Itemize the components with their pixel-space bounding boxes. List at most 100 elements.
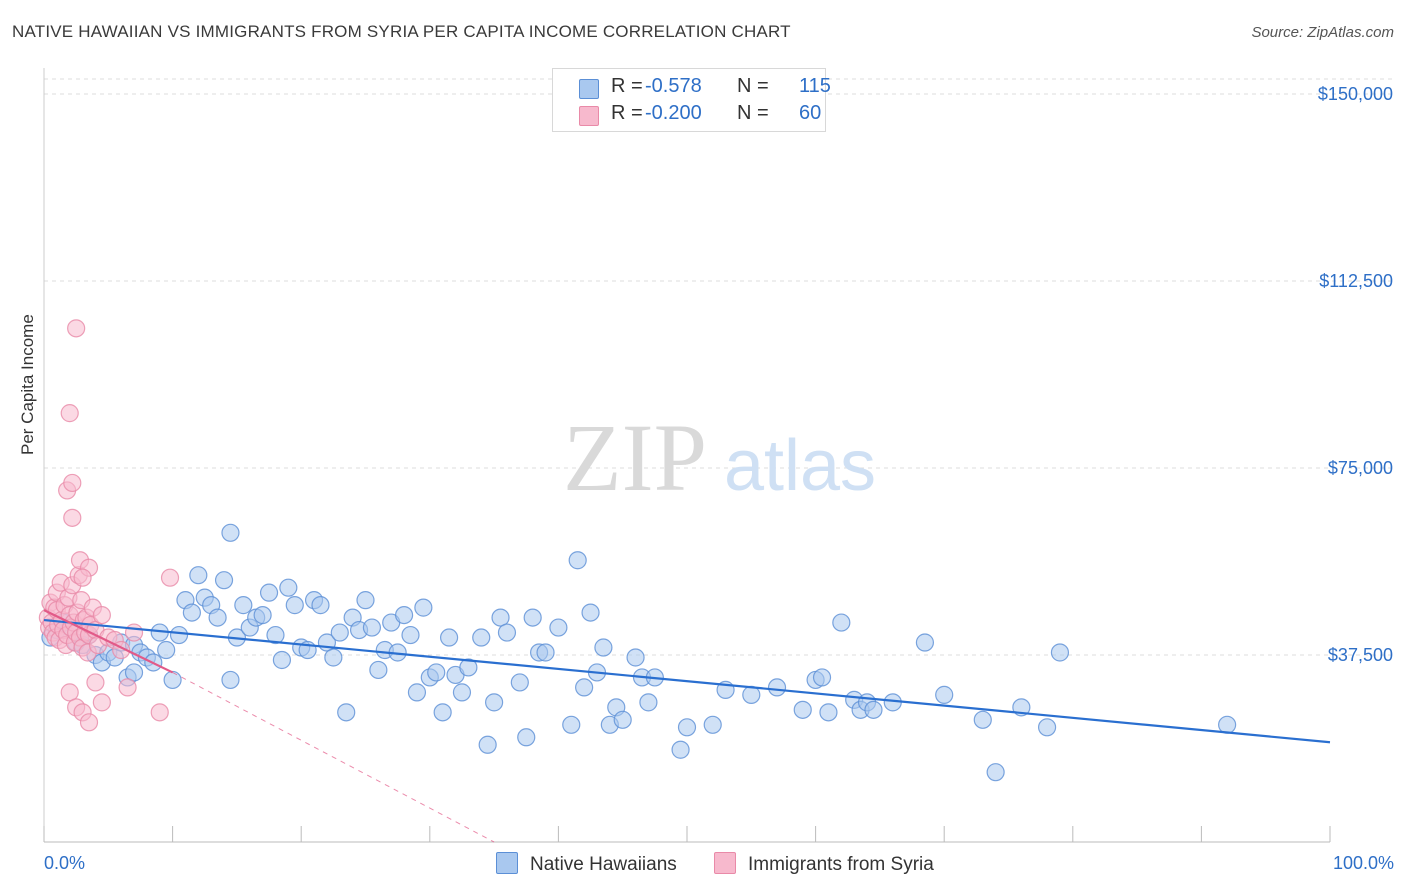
legend-r-label: R =	[611, 75, 643, 97]
data-point	[581, 603, 600, 622]
data-point	[452, 683, 472, 702]
data-point	[767, 678, 787, 697]
data-point	[536, 643, 555, 662]
legend-n-value: 60	[799, 102, 822, 124]
data-point	[472, 628, 491, 647]
data-point	[285, 596, 304, 615]
data-point	[124, 623, 144, 642]
trend-lines	[43, 609, 1331, 843]
data-point	[793, 700, 812, 719]
data-point	[459, 658, 478, 677]
data-point	[832, 613, 851, 632]
data-point	[311, 596, 330, 615]
data-point	[60, 683, 79, 702]
data-point	[562, 715, 581, 734]
data-point	[182, 603, 201, 622]
data-point	[1037, 718, 1057, 737]
data-point	[279, 578, 298, 597]
data-point	[79, 713, 99, 732]
data-point	[73, 568, 92, 587]
y-tick-label: $112,500	[1319, 271, 1393, 291]
data-point	[208, 608, 227, 627]
data-point	[266, 625, 285, 645]
data-point	[575, 678, 594, 697]
data-point	[221, 670, 240, 690]
axes	[43, 68, 1331, 843]
data-point	[973, 710, 992, 729]
data-point	[169, 625, 189, 645]
legend-r-value: -0.578	[645, 75, 702, 97]
bottom-legend-label: Immigrants from Syria	[748, 854, 934, 875]
legend-n-label: N =	[737, 102, 769, 124]
data-point	[189, 566, 208, 585]
data-point	[356, 591, 375, 610]
data-point	[439, 628, 459, 647]
data-point	[1050, 643, 1070, 662]
data-point	[118, 678, 137, 697]
data-point	[568, 551, 587, 570]
trend-line-syria-extension	[172, 672, 495, 843]
source-label: Source: ZipAtlas.com	[1251, 24, 1394, 41]
y-tick-label: $37,500	[1328, 645, 1393, 665]
data-point	[163, 670, 182, 690]
y-tick-label: $75,000	[1328, 458, 1393, 478]
data-point	[407, 683, 427, 702]
data-point	[671, 740, 690, 759]
data-point	[703, 715, 722, 734]
data-point	[157, 640, 176, 660]
watermark-atlas: atlas	[724, 426, 876, 506]
bottom-legend-label: Native Hawaiians	[530, 854, 677, 875]
data-point	[124, 663, 144, 682]
legend-r-value: -0.200	[645, 102, 702, 124]
data-point	[253, 605, 272, 625]
legend-n-value: 115	[799, 75, 831, 97]
data-point	[414, 598, 433, 617]
data-point	[478, 735, 497, 754]
bottom-legend-swatch-blue	[496, 852, 518, 874]
data-point	[626, 648, 645, 667]
data-point	[915, 633, 935, 652]
data-point	[523, 608, 542, 627]
data-point	[427, 663, 446, 682]
data-point	[337, 703, 356, 722]
data-point	[864, 700, 883, 719]
bottom-legend-native-hawaiians: Native Hawaiians	[496, 852, 677, 876]
data-point	[594, 638, 613, 657]
trend-line-immigrants-from-syria	[43, 609, 174, 674]
data-point	[485, 693, 504, 712]
y-tick-labels: $37,500 $75,000 $112,500 $150,000	[1318, 84, 1393, 665]
data-point	[497, 623, 517, 642]
x-tick-label-right: 100.0%	[1333, 853, 1394, 873]
data-point	[401, 625, 420, 645]
data-point	[549, 618, 568, 637]
data-point	[63, 508, 82, 527]
data-point	[369, 660, 388, 680]
data-point	[812, 668, 832, 687]
data-point	[63, 473, 82, 493]
data-point	[67, 319, 86, 338]
y-tick-label: $150,000	[1318, 84, 1393, 104]
legend-n-label: N =	[737, 75, 769, 97]
watermark: ZIP atlas	[563, 404, 876, 511]
trend-line-native-hawaiians	[43, 618, 1331, 744]
data-point	[86, 673, 105, 692]
data-point	[221, 523, 240, 542]
data-point	[986, 763, 1005, 782]
watermark-zip: ZIP	[563, 404, 707, 511]
data-point	[60, 404, 79, 423]
data-point	[92, 693, 111, 712]
data-point	[394, 605, 414, 625]
bottom-legend-swatch-pink	[714, 852, 736, 874]
data-point	[1218, 715, 1237, 734]
data-point	[272, 650, 292, 670]
data-point	[330, 623, 349, 642]
series-native-hawaiians	[41, 523, 1237, 782]
bottom-legend-immigrants-from-syria: Immigrants from Syria	[714, 852, 934, 876]
chart-title: NATIVE HAWAIIAN VS IMMIGRANTS FROM SYRIA…	[12, 22, 791, 41]
data-point	[819, 703, 838, 722]
data-point	[639, 693, 658, 712]
y-axis-label: Per Capita Income	[18, 314, 37, 455]
legend-swatch-blue	[579, 79, 599, 99]
data-point	[324, 648, 343, 667]
data-point	[510, 673, 529, 692]
